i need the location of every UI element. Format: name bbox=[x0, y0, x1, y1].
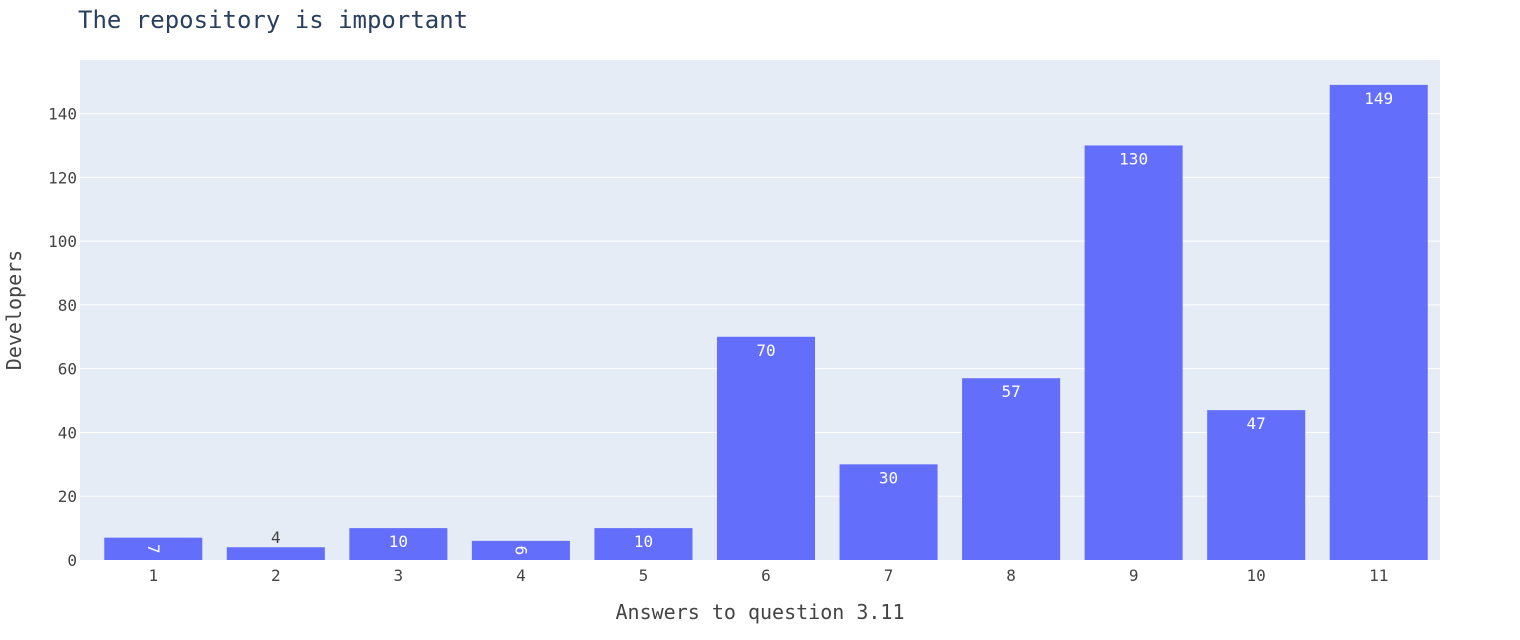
y-tick-label: 20 bbox=[58, 487, 77, 506]
x-tick-label: 8 bbox=[1006, 566, 1016, 585]
y-tick-label: 40 bbox=[58, 423, 77, 442]
x-tick-label: 3 bbox=[394, 566, 404, 585]
y-axis-ticks: 0 20 40 60 80 100 120 140 bbox=[48, 105, 77, 570]
bar-value-label: 7 bbox=[144, 544, 163, 554]
y-tick-label: 0 bbox=[67, 551, 77, 570]
bar bbox=[716, 336, 816, 560]
bar-value-label: 10 bbox=[634, 532, 653, 551]
bars bbox=[104, 84, 1428, 561]
y-tick-label: 100 bbox=[48, 232, 77, 251]
x-tick-label: 4 bbox=[516, 566, 526, 585]
x-axis-ticks: 1 2 3 4 5 6 7 8 9 10 11 bbox=[148, 566, 1388, 585]
chart-title: The repository is important bbox=[78, 6, 469, 34]
bar-value-label: 4 bbox=[271, 528, 281, 547]
bar-value-label: 57 bbox=[1001, 382, 1020, 401]
bar bbox=[104, 537, 203, 560]
bar bbox=[839, 464, 938, 560]
bar bbox=[226, 547, 325, 560]
x-tick-label: 2 bbox=[271, 566, 281, 585]
bar bbox=[1084, 145, 1183, 561]
bar-value-label: 6 bbox=[511, 546, 530, 556]
x-tick-label: 5 bbox=[639, 566, 649, 585]
x-tick-label: 6 bbox=[761, 566, 771, 585]
y-tick-label: 140 bbox=[48, 105, 77, 124]
bar bbox=[1207, 410, 1306, 560]
bar-value-label: 70 bbox=[756, 341, 775, 360]
bar-value-label: 30 bbox=[879, 468, 898, 487]
bar bbox=[1329, 84, 1428, 561]
x-tick-label: 10 bbox=[1247, 566, 1266, 585]
bar-value-label: 149 bbox=[1364, 89, 1393, 108]
bar bbox=[962, 378, 1061, 560]
x-tick-label: 9 bbox=[1129, 566, 1139, 585]
bar bbox=[349, 528, 448, 560]
y-axis-title: Developers bbox=[2, 250, 26, 370]
x-tick-label: 7 bbox=[884, 566, 894, 585]
bar-value-label: 130 bbox=[1119, 149, 1148, 168]
bar-labels: 7 4 10 6 10 70 30 57 130 47 149 bbox=[144, 89, 1393, 555]
x-axis-title: Answers to question 3.11 bbox=[616, 600, 905, 624]
bar-value-label: 47 bbox=[1247, 414, 1266, 433]
bar bbox=[594, 528, 693, 560]
y-tick-label: 120 bbox=[48, 168, 77, 187]
y-tick-label: 80 bbox=[58, 296, 77, 315]
bar bbox=[471, 540, 570, 560]
y-tick-label: 60 bbox=[58, 360, 77, 379]
x-tick-label: 1 bbox=[148, 566, 158, 585]
x-tick-label: 11 bbox=[1369, 566, 1388, 585]
bar-value-label: 10 bbox=[389, 532, 408, 551]
